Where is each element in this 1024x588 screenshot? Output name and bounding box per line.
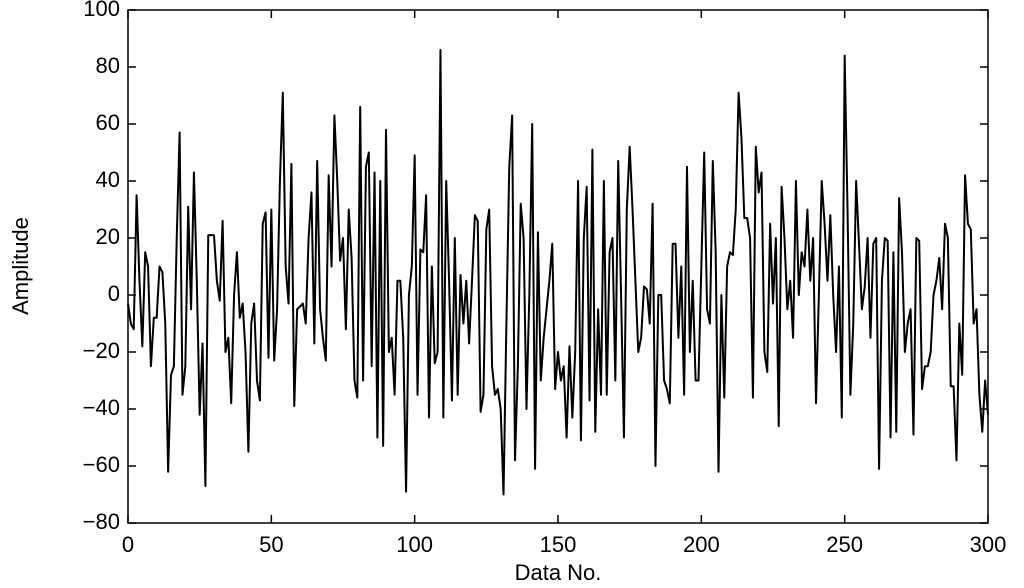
y-tick-label: 40: [96, 167, 120, 192]
x-tick-label: 50: [259, 532, 283, 557]
y-tick-label: −60: [83, 452, 120, 477]
y-tick-label: 60: [96, 110, 120, 135]
x-tick-label: 300: [970, 532, 1007, 557]
y-tick-label: 80: [96, 53, 120, 78]
y-tick-label: −80: [83, 509, 120, 534]
y-tick-label: 20: [96, 224, 120, 249]
data-line: [127, 48, 989, 496]
y-tick-label: −40: [83, 395, 120, 420]
x-tick-label: 100: [396, 532, 433, 557]
y-axis-title: Amplitude: [8, 217, 33, 315]
y-tick-label: −20: [83, 338, 120, 363]
x-tick-label: 200: [683, 532, 720, 557]
x-axis-title: Data No.: [515, 560, 602, 585]
x-tick-label: 150: [540, 532, 577, 557]
y-tick-label: 0: [108, 281, 120, 306]
x-tick-label: 0: [122, 532, 134, 557]
y-tick-label: 100: [83, 0, 120, 21]
x-tick-label: 250: [826, 532, 863, 557]
